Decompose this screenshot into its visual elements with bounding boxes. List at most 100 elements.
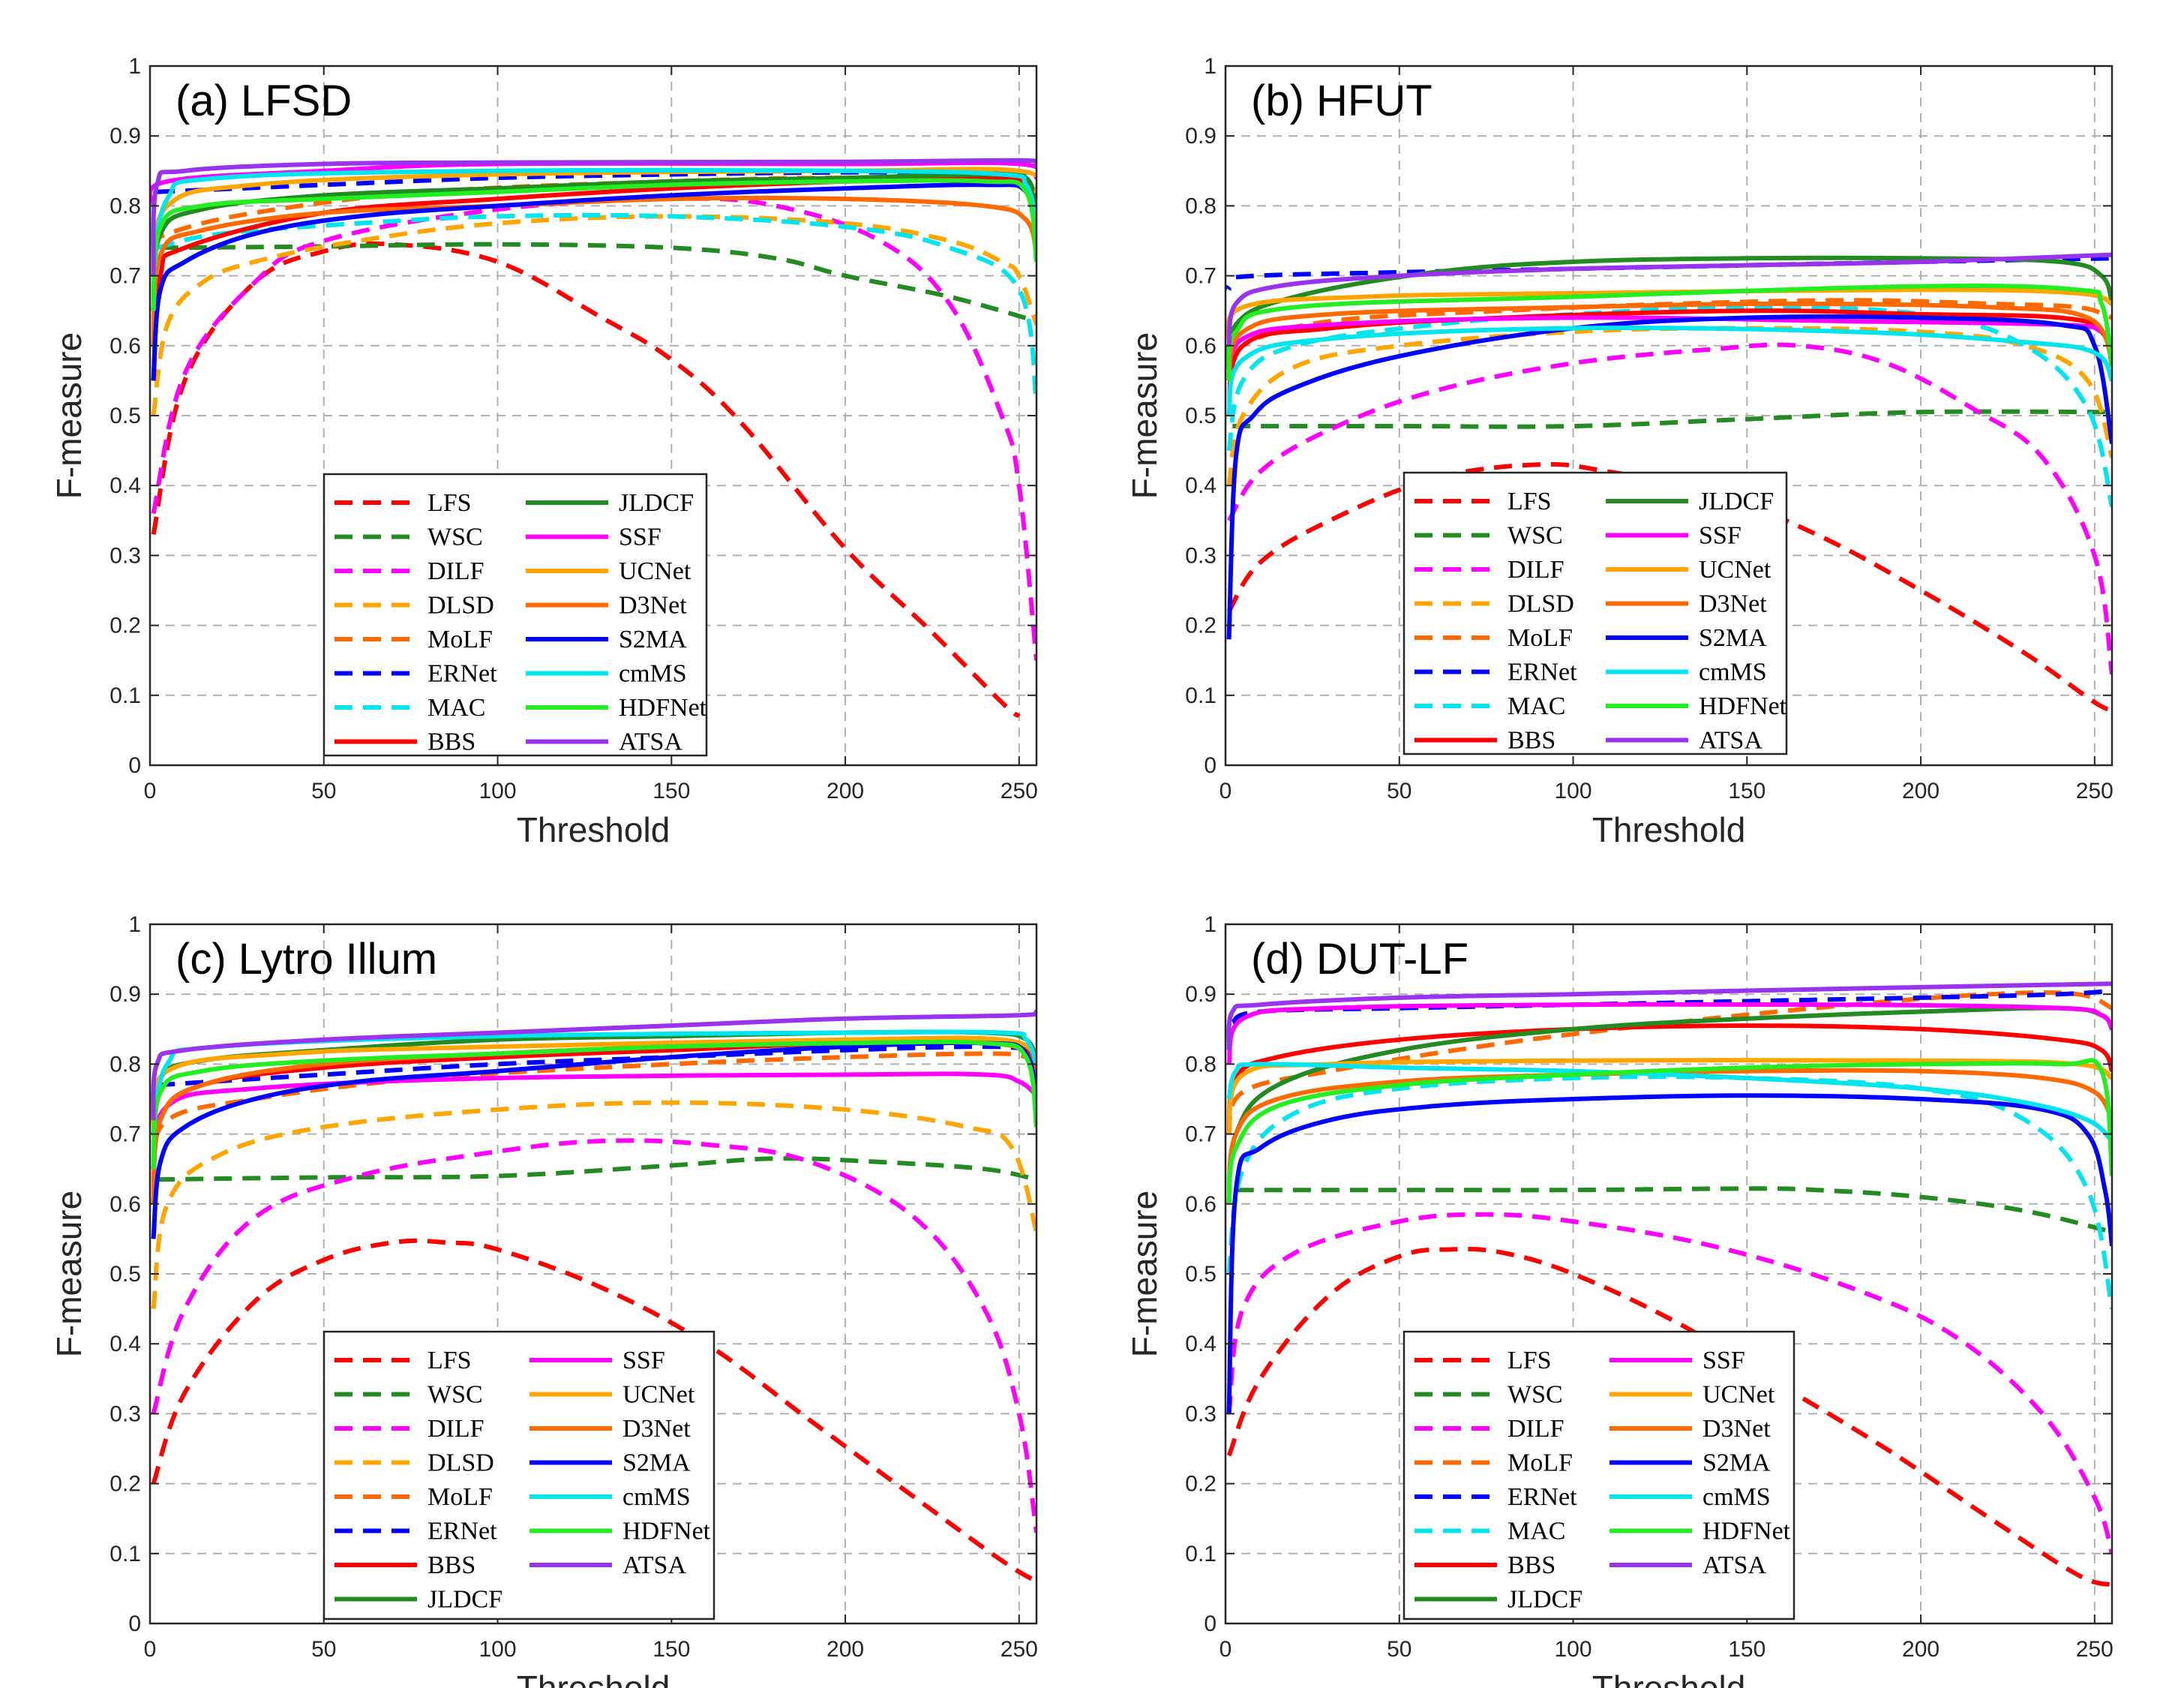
x-axis-label: Threshold [517, 810, 670, 849]
chart-panel-2: 0 50 100 150 200 250 0 0.1 0.2 0.3 0.4 0.5 0.6 0.7 0.8… [1125, 54, 2114, 849]
legend-label-d3net: D3Net [619, 592, 687, 620]
y-tick-label: 1 [128, 912, 141, 937]
panel-title: (b) HFUT [1251, 77, 1432, 125]
legend: LFS WSC DILF DLSD MoLF ERNet MAC BBS JLDCF SSF UCN… [1402, 471, 1788, 755]
series-line-hdfnet [151, 178, 1036, 311]
x-tick-label: 0 [1220, 779, 1232, 803]
y-tick-label: 0 [1204, 753, 1216, 778]
legend: LFS WSC DILF MoLF ERNet MAC BBS JLDCF SSF UCNet D3… [1402, 1330, 1796, 1620]
legend-box [322, 473, 708, 757]
series-line-wsc [157, 1156, 1036, 1182]
x-tick-label: 250 [2076, 779, 2114, 803]
legend-label-molf: MoLF [1508, 1449, 1573, 1477]
y-tick-label: 0.2 [110, 1472, 141, 1497]
series-line-mac [1226, 305, 2112, 507]
legend-label-bbs: BBS [428, 728, 476, 756]
series-group [150, 158, 1036, 719]
legend-label-dilf: DILF [1508, 1415, 1564, 1443]
legend-label-atsa: ATSA [1699, 727, 1762, 755]
legend-label-mac: MAC [428, 694, 485, 722]
series-line-molf [151, 1051, 1036, 1170]
legend-label-molf: MoLF [1508, 624, 1573, 652]
y-tick-label: 0.8 [1185, 194, 1216, 218]
legend-box [1402, 1330, 1796, 1620]
x-axis-label: Threshold [1592, 810, 1746, 849]
x-tick-label: 150 [652, 779, 690, 803]
y-tick-label: 0.1 [1185, 683, 1216, 708]
legend-label-s2ma: S2MA [1702, 1449, 1771, 1477]
series-line-cmms [151, 167, 1036, 277]
x-tick-label: 0 [1220, 1637, 1232, 1662]
legend-label-dlsd: DLSD [1508, 590, 1574, 618]
y-tick-label: 0.2 [1185, 1472, 1216, 1497]
y-tick-label: 0.6 [1185, 334, 1216, 359]
panel-title: (d) DUT-LF [1251, 935, 1468, 984]
x-tick-label: 50 [1387, 779, 1412, 803]
series-line-ucnet [151, 167, 1036, 277]
series-line-atsa [151, 1009, 1036, 1121]
chart-panel-1: 0 50 100 150 200 250 0 0.1 0.2 0.3 0.4 0.5 0.6 0.7 0.8… [50, 54, 1038, 849]
series-line-lfs [1226, 1246, 2112, 1587]
y-tick-label: 0.5 [110, 404, 141, 428]
legend-label-hdfnet: HDFNet [619, 694, 707, 722]
y-axis-label: F-measure [50, 1191, 88, 1357]
x-tick-label: 50 [311, 1637, 336, 1662]
legend-label-ernet: ERNet [428, 1518, 497, 1545]
legend-label-wsc: WSC [1508, 522, 1563, 550]
y-tick-label: 0.3 [1185, 543, 1216, 568]
series-line-bbs [1226, 308, 2112, 416]
series-group [1226, 981, 2112, 1587]
legend-label-wsc: WSC [428, 1381, 483, 1409]
legend-label-dilf: DILF [428, 557, 484, 585]
y-tick-label: 0.7 [110, 264, 141, 289]
x-tick-label: 0 [144, 1637, 157, 1662]
legend-label-hdfnet: HDFNet [1702, 1518, 1791, 1545]
x-tick-label: 250 [1000, 1637, 1038, 1662]
y-tick-label: 0.3 [1185, 1401, 1216, 1426]
legend-label-jldcf: JLDCF [619, 489, 694, 517]
series-line-cmms [1226, 326, 2112, 416]
x-tick-label: 250 [1000, 779, 1038, 803]
y-tick-label: 0.5 [1185, 404, 1216, 428]
legend-label-mac: MAC [1508, 1518, 1565, 1545]
legend-label-molf: MoLF [428, 626, 493, 653]
legend-label-jldcf: JLDCF [1699, 488, 1774, 515]
legend-label-atsa: ATSA [1702, 1551, 1766, 1579]
chart-panel-3: 0 50 100 150 200 250 0 0.1 0.2 0.3 0.4 0.5 0.6 0.7 0.8… [50, 912, 1038, 1688]
legend-label-ucnet: UCNet [619, 557, 692, 585]
series-line-hdfnet [151, 1039, 1036, 1170]
legend-label-molf: MoLF [428, 1483, 493, 1511]
series-line-mac [156, 212, 1036, 402]
panel-title: (c) Lytro Illum [176, 935, 437, 984]
legend-label-hdfnet: HDFNet [1699, 692, 1787, 720]
series-line-hdfnet [1226, 1058, 2112, 1205]
series-line-dilf [1227, 342, 2112, 675]
legend-label-atsa: ATSA [619, 728, 682, 756]
series-line-cmms [1226, 1062, 2112, 1143]
x-tick-label: 50 [311, 779, 336, 803]
x-tick-label: 200 [1902, 1637, 1940, 1662]
series-line-ssf [151, 1071, 1036, 1170]
legend-label-s2ma: S2MA [622, 1449, 691, 1477]
legend-label-dlsd: DLSD [428, 592, 494, 620]
legend-label-d3net: D3Net [622, 1415, 691, 1443]
x-axis-label: Threshold [517, 1668, 670, 1688]
legend-label-dilf: DILF [1508, 556, 1564, 584]
y-tick-label: 0.7 [110, 1122, 141, 1147]
y-tick-label: 0.5 [1185, 1262, 1216, 1287]
y-tick-label: 0.6 [110, 1192, 141, 1217]
y-tick-label: 0.1 [110, 1542, 141, 1566]
x-axis-label: Threshold [1592, 1668, 1746, 1688]
series-line-lfs [151, 1238, 1036, 1584]
legend-label-ssf: SSF [619, 524, 662, 551]
x-tick-label: 150 [1728, 779, 1766, 803]
y-tick-label: 0.8 [110, 1052, 141, 1077]
legend-label-jldcf: JLDCF [1508, 1586, 1582, 1614]
legend-label-s2ma: S2MA [1699, 624, 1767, 652]
legend-label-ssf: SSF [1699, 522, 1742, 550]
y-tick-label: 0.3 [110, 1401, 141, 1426]
y-tick-label: 0.1 [110, 683, 141, 708]
legend-label-lfs: LFS [1508, 488, 1552, 515]
legend-label-jldcf: JLDCF [428, 1586, 502, 1614]
